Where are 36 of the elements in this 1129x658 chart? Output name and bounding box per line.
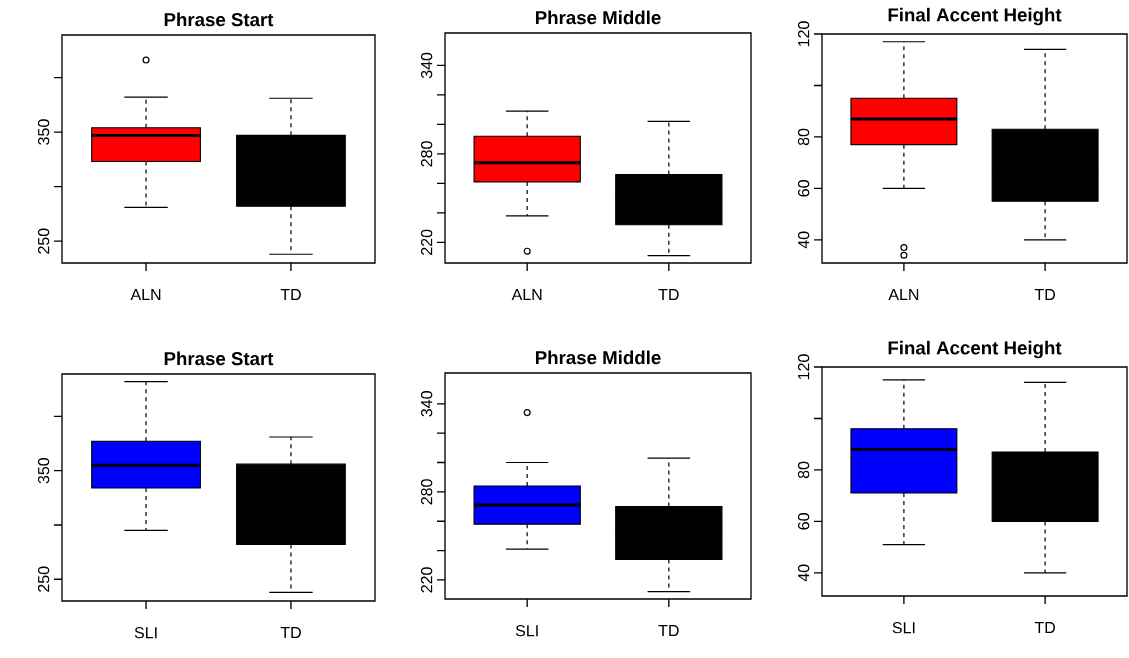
y-tick-label: 60: [797, 513, 810, 530]
x-tick-label: TD: [658, 289, 679, 301]
y-tick-label: 220: [420, 229, 433, 255]
x-tick-label: ALN: [130, 289, 161, 301]
y-tick-label: 350: [37, 119, 50, 145]
x-tick-label: SLI: [892, 622, 915, 634]
y-tick-label: 340: [420, 391, 433, 417]
y-tick-label: 120: [797, 354, 810, 380]
chart-title: Phrase Middle: [535, 350, 661, 365]
y-tick-label: 250: [37, 566, 50, 592]
y-tick-label: 60: [797, 180, 810, 197]
y-tick-label: 250: [37, 228, 50, 254]
y-tick-label: 40: [797, 564, 810, 582]
y-tick-label: 120: [797, 21, 810, 47]
x-tick-label: SLI: [134, 627, 157, 639]
y-tick-label: 340: [420, 52, 433, 79]
y-tick-label: 350: [37, 457, 50, 484]
x-tick-label: ALN: [511, 289, 542, 301]
x-tick-label: TD: [658, 625, 679, 637]
chart-title: Final Accent Height: [888, 7, 1062, 26]
x-tick-label: ALN: [888, 289, 919, 301]
x-tick-label: TD: [1034, 622, 1056, 634]
x-tick-label: TD: [280, 289, 301, 301]
y-tick-label: 220: [420, 567, 433, 593]
chart-title: Phrase Start: [164, 12, 274, 27]
chart-title: Phrase Middle: [535, 10, 661, 25]
y-tick-label: 80: [797, 128, 810, 146]
chart-title: Phrase Start: [164, 351, 274, 366]
chart-title: Final Accent Height: [888, 340, 1062, 359]
x-tick-label: SLI: [515, 625, 538, 637]
y-tick-label: 280: [420, 141, 433, 167]
y-tick-label: 280: [420, 479, 433, 505]
y-tick-label: 40: [797, 231, 810, 249]
x-tick-label: TD: [280, 627, 301, 639]
y-tick-label: 80: [797, 461, 810, 479]
x-tick-label: TD: [1034, 289, 1056, 301]
